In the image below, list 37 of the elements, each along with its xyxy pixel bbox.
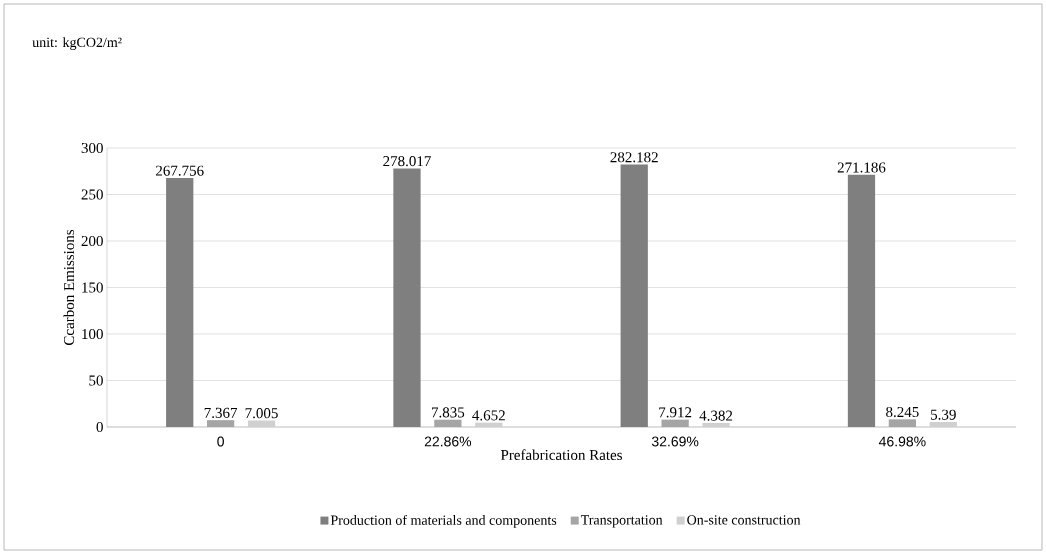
data-label: 4.382 xyxy=(699,410,733,421)
bar xyxy=(929,421,957,427)
data-label: 282.182 xyxy=(610,152,658,163)
y-axis-title: Ccarbon Emissions xyxy=(63,229,75,346)
y-tick-label: 50 xyxy=(89,375,103,386)
data-label: 7.005 xyxy=(245,408,278,419)
data-label: 7.835 xyxy=(431,407,465,418)
y-tick-label: 250 xyxy=(81,189,103,200)
bar xyxy=(847,174,876,427)
data-label: 271.186 xyxy=(837,162,886,173)
bar xyxy=(620,164,648,427)
data-label: 278.017 xyxy=(383,156,431,167)
data-label: 267.756 xyxy=(156,165,204,176)
y-tick-label: 0 xyxy=(96,421,103,433)
x-axis-title: Prefabrication Rates xyxy=(500,449,622,461)
x-tick-label: 22.86% xyxy=(424,436,472,447)
data-label: 4.652 xyxy=(472,410,505,421)
y-tick-label: 150 xyxy=(82,282,103,293)
bar xyxy=(247,420,276,427)
text: unit: kgCO2/m² xyxy=(32,37,122,50)
bar xyxy=(393,168,421,427)
y-tick-label: 300 xyxy=(81,142,103,154)
legend-label: Transportation xyxy=(580,515,663,528)
data-label: 5.39 xyxy=(931,409,956,420)
x-tick-label: 0 xyxy=(217,436,224,447)
legend-label: Production of materials and components xyxy=(330,514,557,528)
bar xyxy=(475,422,503,427)
data-label: 8.245 xyxy=(886,406,919,418)
data-label: 7.912 xyxy=(659,407,692,418)
bar xyxy=(702,422,730,427)
x-tick-label: 46.98% xyxy=(878,436,926,447)
y-tick-label: 200 xyxy=(81,235,103,247)
bar xyxy=(166,177,194,427)
x-tick-label: 32.69% xyxy=(651,436,699,447)
data-label: 7.367 xyxy=(204,407,238,418)
legend-label: On-site construction xyxy=(687,515,801,525)
y-tick-label: 100 xyxy=(82,328,103,340)
